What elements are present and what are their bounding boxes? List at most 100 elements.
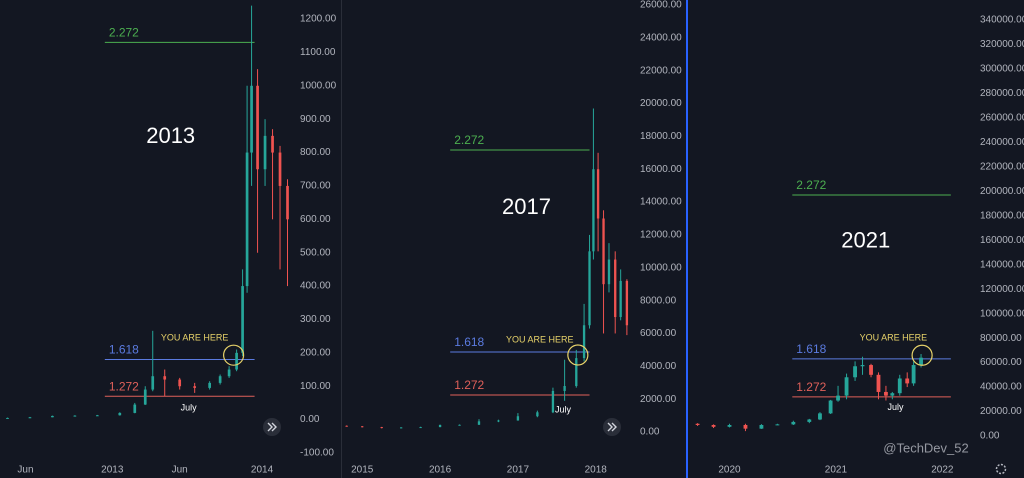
y-tick-label: 16000.00 <box>640 164 682 175</box>
candle-body <box>208 382 211 388</box>
candle-body <box>844 377 849 396</box>
candle-body <box>563 386 566 391</box>
candle-body <box>582 325 586 359</box>
annotation: YOU ARE HERE <box>860 332 928 342</box>
candle-body <box>905 378 910 384</box>
candle-body <box>380 427 383 429</box>
candle-body <box>588 251 591 326</box>
y-tick-label: 500.00 <box>300 247 331 258</box>
y-tick-label: 300000.00 <box>980 64 1024 75</box>
y-tick-label: 900.00 <box>300 114 331 125</box>
candle-body <box>51 415 54 418</box>
y-tick-label: 0.00 <box>980 431 1000 442</box>
x-tick-label: 2016 <box>429 465 452 476</box>
y-tick-label: 1200.00 <box>300 14 337 25</box>
y-tick-label: 4000.00 <box>640 361 677 372</box>
y-tick-label: 300.00 <box>300 314 331 325</box>
y-tick-label: 1000.00 <box>300 80 337 91</box>
y-tick-label: 20000.00 <box>980 406 1022 417</box>
gear-icon[interactable] <box>995 463 1007 475</box>
y-tick-label: 24000.00 <box>640 32 682 43</box>
annotation: 2013 <box>146 123 195 148</box>
y-tick-label: 600.00 <box>300 214 331 225</box>
y-tick-label: 400.00 <box>300 281 331 292</box>
y-tick-label: 220000.00 <box>980 161 1024 172</box>
y-tick-label: 280000.00 <box>980 88 1024 99</box>
candle-body <box>241 286 244 353</box>
y-tick-label: 20000.00 <box>640 98 682 109</box>
candle-body <box>193 386 197 388</box>
fib-level-label: 1.618 <box>109 343 139 357</box>
candle-body <box>836 395 840 401</box>
candle-body <box>399 427 403 429</box>
candle-body <box>743 424 748 429</box>
candle-body <box>438 424 442 428</box>
candle-body <box>250 85 253 153</box>
y-tick-label: 2000.00 <box>640 394 677 405</box>
y-tick-label: 80000.00 <box>980 333 1022 344</box>
candle-body <box>73 415 77 417</box>
x-tick-label: 2015 <box>351 465 374 476</box>
candle-body <box>625 280 629 326</box>
annotation: YOU ARE HERE <box>506 334 574 344</box>
candle-body <box>235 352 238 370</box>
candle-body <box>286 185 289 220</box>
fib-level-label: 2.272 <box>796 178 826 192</box>
candle-body <box>458 424 461 426</box>
candle-body <box>853 366 857 378</box>
annotation: July <box>555 404 572 414</box>
candle-body <box>897 378 902 394</box>
y-tick-label: -100.00 <box>300 448 334 459</box>
y-tick-label: 200000.00 <box>980 186 1024 197</box>
scroll-button[interactable] <box>603 418 621 436</box>
x-tick-label: 2017 <box>507 465 530 476</box>
y-tick-label: 26000.00 <box>640 0 682 11</box>
candle-body <box>477 421 481 425</box>
x-tick-label: 2021 <box>825 465 848 476</box>
candle-body <box>884 391 888 396</box>
y-tick-label: 6000.00 <box>640 328 677 339</box>
y-tick-label: 800.00 <box>300 147 331 158</box>
annotation: 2017 <box>502 194 551 219</box>
x-tick-label: 2013 <box>101 465 124 476</box>
candle-body <box>345 425 348 427</box>
y-tick-label: 100.00 <box>300 381 331 392</box>
candle-body <box>143 389 147 405</box>
candle-body <box>551 390 555 413</box>
candle-body <box>869 365 873 375</box>
highlight-circle <box>911 344 933 366</box>
watermark: @TechDev_52 <box>883 440 968 455</box>
candle-body <box>361 426 364 428</box>
candle-body <box>592 169 595 252</box>
candle-body <box>256 85 259 170</box>
annotation: YOU ARE HERE <box>161 333 229 343</box>
scroll-button[interactable] <box>263 418 281 436</box>
candle-body <box>163 376 167 380</box>
candle-body <box>227 369 231 377</box>
button-icon <box>267 422 277 432</box>
annotation: July <box>888 402 905 412</box>
fib-level-label: 2.272 <box>454 133 484 147</box>
candle-body <box>860 365 865 367</box>
fib-level-label: 1.618 <box>796 342 826 356</box>
settings-button[interactable] <box>995 463 1007 475</box>
candle-body <box>775 424 780 426</box>
candle-body <box>607 259 611 285</box>
candle-body <box>596 169 600 219</box>
candle-body <box>818 413 822 420</box>
x-tick-label: 2014 <box>251 465 274 476</box>
x-tick-label: Jun <box>172 465 188 476</box>
candle-body <box>807 419 812 422</box>
candle-body <box>828 400 833 414</box>
candle-body <box>263 135 267 170</box>
candle-body <box>118 412 122 416</box>
y-tick-label: 180000.00 <box>980 210 1024 221</box>
candle-body <box>614 259 617 318</box>
y-tick-label: 200.00 <box>300 347 331 358</box>
candle-body <box>876 374 881 392</box>
fib-level-label: 1.272 <box>454 378 484 392</box>
candle-body <box>95 415 99 417</box>
x-tick-label: 2022 <box>931 465 954 476</box>
y-tick-label: 22000.00 <box>640 65 682 76</box>
candle-body <box>711 424 716 427</box>
